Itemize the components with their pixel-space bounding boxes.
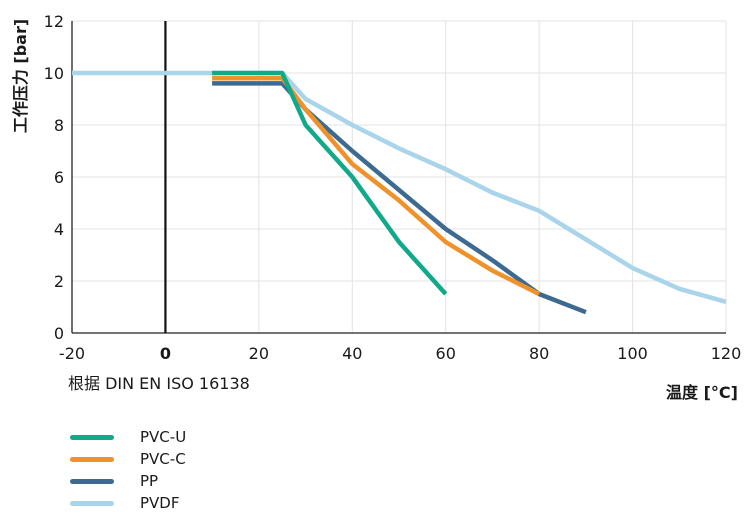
x-tick-label: -20 — [59, 344, 85, 363]
legend-item-pvc-c: PVC-C — [70, 448, 186, 470]
x-tick-label: 0 — [160, 344, 171, 363]
y-tick-label: 8 — [54, 116, 64, 135]
legend-swatch — [70, 456, 114, 462]
y-axis-title: 工作压力 [bar] — [11, 19, 30, 133]
x-tick-label: 40 — [342, 344, 362, 363]
series-line-pvc-u — [212, 70, 448, 296]
legend-label: PVC-U — [140, 428, 187, 446]
y-tick-label: 10 — [44, 64, 64, 83]
x-tick-label: 100 — [617, 344, 648, 363]
x-tick-label: 120 — [711, 344, 742, 363]
legend-label: PVDF — [140, 494, 180, 512]
y-tick-label: 12 — [44, 12, 64, 31]
x-tick-label: 80 — [529, 344, 549, 363]
legend-label: PVC-C — [140, 450, 186, 468]
x-tick-label: 20 — [249, 344, 269, 363]
legend-swatch — [70, 434, 114, 440]
legend: PVC-U PVC-C PP PVDF — [70, 426, 186, 514]
legend-swatch — [70, 478, 114, 484]
y-tick-label: 4 — [54, 220, 64, 239]
series-line-pvdf — [72, 70, 727, 304]
y-tick-label: 6 — [54, 168, 64, 187]
series-layer — [72, 70, 727, 315]
legend-label: PP — [140, 472, 159, 490]
legend-item-pp: PP — [70, 470, 186, 492]
y-tick-label: 0 — [54, 324, 64, 343]
x-axis-title: 温度 [°C] — [665, 383, 738, 402]
series-line-pvc-c — [212, 75, 541, 297]
x-tick-label: 60 — [436, 344, 456, 363]
grid — [72, 20, 727, 333]
y-tick-label: 2 — [54, 272, 64, 291]
standard-note: 根据 DIN EN ISO 16138 — [68, 374, 250, 393]
legend-swatch — [70, 500, 114, 506]
legend-item-pvdf: PVDF — [70, 492, 186, 514]
legend-item-pvc-u: PVC-U — [70, 426, 186, 448]
